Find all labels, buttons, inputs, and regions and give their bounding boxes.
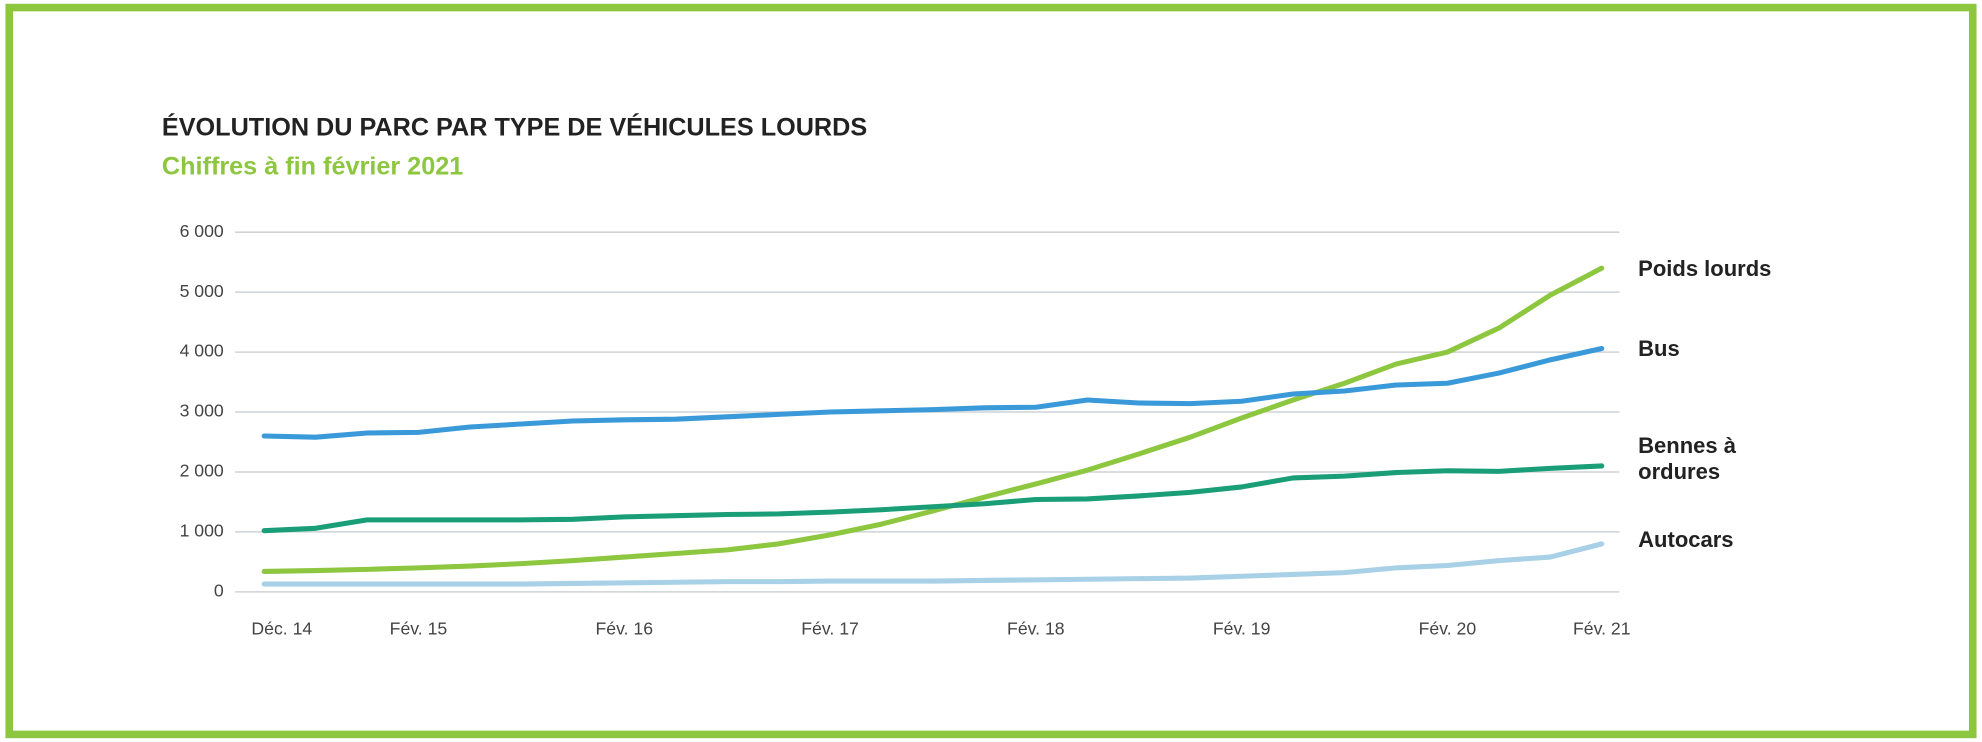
x-tick-label: Fév. 16 [595,618,653,638]
x-tick-label: Fév. 20 [1419,618,1477,638]
x-tick-label: Déc. 14 [251,618,312,638]
series-label: Poids lourds [1638,255,1772,281]
y-tick-label: 3 000 [180,401,224,421]
frame [5,3,1977,739]
series-label: Autocars [1638,526,1734,552]
line-series [261,541,1605,587]
y-tick-label: 0 [214,581,224,601]
x-tick-label: Fév. 18 [1007,618,1065,638]
y-tick-label: 5 000 [180,281,224,301]
x-tick-label: Fév. 19 [1213,618,1271,638]
y-tick-label: 2 000 [180,461,224,481]
series-label: Bennes à ordures [1638,433,1736,485]
chart-title: ÉVOLUTION DU PARC PAR TYPE DE VÉHICULES … [162,112,867,141]
line-series [261,265,1605,574]
x-tick-label: Fév. 17 [801,618,859,638]
x-tick-label: Fév. 21 [1573,618,1631,638]
series-label: Bus [1638,336,1680,362]
chart-subtitle: Chiffres à fin février 2021 [162,153,463,181]
line-series [261,463,1605,534]
x-tick-label: Fév. 15 [390,618,448,638]
line-series [261,345,1605,440]
y-tick-label: 6 000 [180,221,224,241]
y-tick-label: 1 000 [180,521,224,541]
y-tick-label: 4 000 [180,341,224,361]
